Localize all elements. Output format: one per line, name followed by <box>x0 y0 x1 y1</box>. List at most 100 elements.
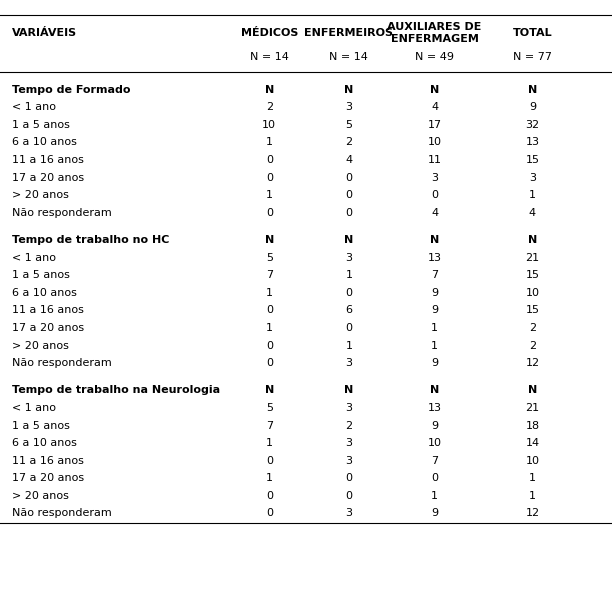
Text: 0: 0 <box>266 305 273 315</box>
Text: 3: 3 <box>529 173 536 182</box>
Text: 6 a 10 anos: 6 a 10 anos <box>12 438 77 448</box>
Text: Não responderam: Não responderam <box>12 358 112 368</box>
Text: 9: 9 <box>431 358 438 368</box>
Text: N = 49: N = 49 <box>415 52 454 62</box>
Text: Tempo de trabalho na Neurologia: Tempo de trabalho na Neurologia <box>12 386 220 395</box>
Text: AUXILIARES DE
ENFERMAGEM: AUXILIARES DE ENFERMAGEM <box>387 22 482 44</box>
Text: N = 14: N = 14 <box>250 52 289 62</box>
Text: Não responderam: Não responderam <box>12 508 112 519</box>
Text: < 1 ano: < 1 ano <box>12 253 56 263</box>
Text: 7: 7 <box>266 421 273 430</box>
Text: 11: 11 <box>428 155 441 165</box>
Text: N: N <box>264 85 274 95</box>
Text: 3: 3 <box>345 438 353 448</box>
Text: 1: 1 <box>431 323 438 333</box>
Text: 17 a 20 anos: 17 a 20 anos <box>12 323 84 333</box>
Text: N = 77: N = 77 <box>513 52 552 62</box>
Text: 5: 5 <box>266 253 273 263</box>
Text: 0: 0 <box>266 340 273 350</box>
Text: 9: 9 <box>529 103 536 112</box>
Text: N: N <box>528 235 537 245</box>
Text: 0: 0 <box>345 208 353 218</box>
Text: 17 a 20 anos: 17 a 20 anos <box>12 473 84 483</box>
Text: N: N <box>264 235 274 245</box>
Text: 0: 0 <box>345 473 353 483</box>
Text: 32: 32 <box>525 120 540 130</box>
Text: N = 14: N = 14 <box>329 52 368 62</box>
Text: Não responderam: Não responderam <box>12 208 112 218</box>
Text: 4: 4 <box>431 103 438 112</box>
Text: 1 a 5 anos: 1 a 5 anos <box>12 270 70 280</box>
Text: N: N <box>344 85 354 95</box>
Text: Tempo de trabalho no HC: Tempo de trabalho no HC <box>12 235 170 245</box>
Text: > 20 anos: > 20 anos <box>12 190 69 200</box>
Text: TOTAL: TOTAL <box>513 28 552 38</box>
Text: 5: 5 <box>345 120 353 130</box>
Text: 18: 18 <box>525 421 540 430</box>
Text: 1: 1 <box>529 473 536 483</box>
Text: 1: 1 <box>345 340 353 350</box>
Text: 0: 0 <box>266 155 273 165</box>
Text: 21: 21 <box>525 403 540 413</box>
Text: 2: 2 <box>266 103 273 112</box>
Text: 10: 10 <box>526 456 539 465</box>
Text: 10: 10 <box>428 438 441 448</box>
Text: 15: 15 <box>526 270 539 280</box>
Text: 6 a 10 anos: 6 a 10 anos <box>12 288 77 298</box>
Text: N: N <box>344 386 354 395</box>
Text: 7: 7 <box>431 270 438 280</box>
Text: 6: 6 <box>345 305 353 315</box>
Text: 2: 2 <box>529 323 536 333</box>
Text: 4: 4 <box>529 208 536 218</box>
Text: < 1 ano: < 1 ano <box>12 403 56 413</box>
Text: Tempo de Formado: Tempo de Formado <box>12 85 131 95</box>
Text: < 1 ano: < 1 ano <box>12 103 56 112</box>
Text: 6 a 10 anos: 6 a 10 anos <box>12 138 77 147</box>
Text: 2: 2 <box>345 421 353 430</box>
Text: 1: 1 <box>529 190 536 200</box>
Text: 14: 14 <box>525 438 540 448</box>
Text: 10: 10 <box>428 138 441 147</box>
Text: 1: 1 <box>345 270 353 280</box>
Text: 9: 9 <box>431 305 438 315</box>
Text: 3: 3 <box>431 173 438 182</box>
Text: 2: 2 <box>529 340 536 350</box>
Text: 4: 4 <box>431 208 438 218</box>
Text: 0: 0 <box>266 456 273 465</box>
Text: 9: 9 <box>431 508 438 519</box>
Text: 0: 0 <box>345 288 353 298</box>
Text: 1: 1 <box>529 491 536 501</box>
Text: 3: 3 <box>345 358 353 368</box>
Text: 0: 0 <box>431 190 438 200</box>
Text: 1 a 5 anos: 1 a 5 anos <box>12 421 70 430</box>
Text: 5: 5 <box>266 403 273 413</box>
Text: 0: 0 <box>345 491 353 501</box>
Text: 3: 3 <box>345 103 353 112</box>
Text: ENFERMEIROS: ENFERMEIROS <box>304 28 394 38</box>
Text: N: N <box>344 235 354 245</box>
Text: N: N <box>528 85 537 95</box>
Text: MÉDICOS: MÉDICOS <box>241 28 298 38</box>
Text: 0: 0 <box>266 173 273 182</box>
Text: 0: 0 <box>266 358 273 368</box>
Text: 4: 4 <box>345 155 353 165</box>
Text: 13: 13 <box>428 253 441 263</box>
Text: 3: 3 <box>345 403 353 413</box>
Text: > 20 anos: > 20 anos <box>12 491 69 501</box>
Text: 21: 21 <box>525 253 540 263</box>
Text: 0: 0 <box>345 173 353 182</box>
Text: 3: 3 <box>345 508 353 519</box>
Text: N: N <box>430 386 439 395</box>
Text: 0: 0 <box>266 508 273 519</box>
Text: 3: 3 <box>345 456 353 465</box>
Text: N: N <box>430 85 439 95</box>
Text: 13: 13 <box>428 403 441 413</box>
Text: 7: 7 <box>266 270 273 280</box>
Text: 0: 0 <box>345 323 353 333</box>
Text: 11 a 16 anos: 11 a 16 anos <box>12 305 84 315</box>
Text: 7: 7 <box>431 456 438 465</box>
Text: 0: 0 <box>431 473 438 483</box>
Text: 12: 12 <box>525 358 540 368</box>
Text: 11 a 16 anos: 11 a 16 anos <box>12 155 84 165</box>
Text: 1: 1 <box>431 340 438 350</box>
